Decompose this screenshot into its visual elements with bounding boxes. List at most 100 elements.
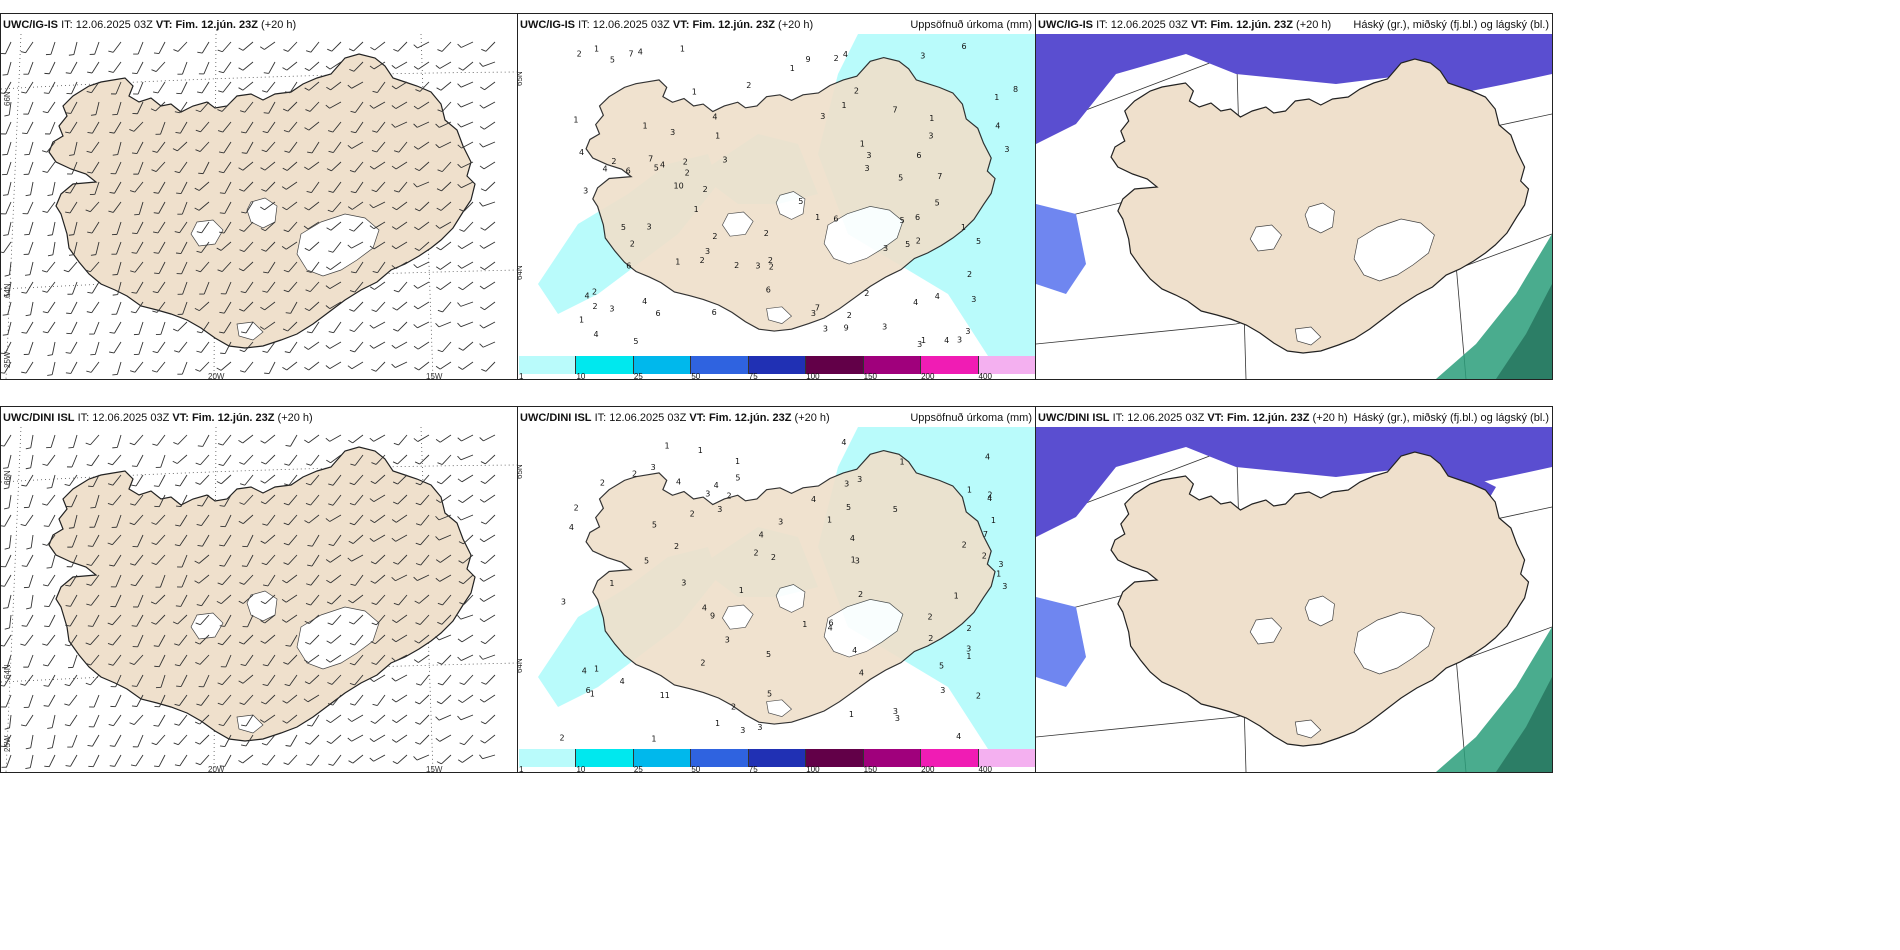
precip-value-label: 3 (940, 686, 945, 695)
precip-value-label: 3 (865, 164, 870, 173)
precip-value-label: 2 (611, 157, 616, 166)
precip-value-label: 7 (815, 303, 820, 312)
precip-value-label: 4 (642, 297, 647, 306)
precip-value-label: 3 (866, 151, 871, 160)
precip-value-label: 1 (609, 579, 614, 588)
precip-value-label: 5 (633, 337, 638, 346)
precip-value-label: 4 (811, 495, 816, 504)
precip-value-label: 3 (725, 635, 730, 644)
precip-value-label: 3 (609, 305, 614, 314)
precip-value-label: 1 (698, 446, 703, 455)
precip-value-label: 3 (811, 309, 816, 318)
precip-value-label: 4 (582, 666, 587, 675)
precip-value-label: 2 (916, 236, 921, 245)
wind-barb-map (1, 34, 517, 379)
panel-title: Uppsöfnuð úrkoma (mm) (910, 412, 1032, 424)
precip-value-label: 3 (966, 645, 971, 654)
precip-value-label: 2 (726, 492, 731, 501)
precip-value-label: 1 (994, 93, 999, 102)
precip-value-label: 2 (928, 634, 933, 643)
colorbar-segment (691, 356, 749, 374)
precip-value-label: 7 (983, 530, 988, 539)
colorbar-label: 25 (633, 765, 643, 773)
precip-value-label: 3 (681, 579, 686, 588)
precip-colorbar (519, 356, 1035, 374)
precip-panel-top: UWC/IG-IS IT: 12.06.2025 03Z VT: Fim. 12… (517, 13, 1036, 380)
precip-value-label: 4 (603, 165, 608, 174)
precip-value-label: 2 (600, 478, 605, 487)
precip-value-label: 1 (790, 64, 795, 73)
precip-value-label: 1 (579, 316, 584, 325)
colorbar-segment (806, 356, 864, 374)
precip-value-label: 4 (638, 47, 643, 56)
precip-value-label: 6 (915, 213, 920, 222)
colorbar-label: 50 (691, 765, 701, 773)
precip-value-label: 3 (722, 155, 727, 164)
glacier-outline (296, 213, 380, 277)
precip-value-label: 9 (710, 612, 715, 621)
colorbar-label: 50 (691, 372, 701, 380)
precip-value-label: 3 (928, 131, 933, 140)
precip-value-label: 3 (757, 723, 762, 732)
glacier-outline (1353, 218, 1435, 282)
colorbar-segment (921, 749, 979, 767)
colorbar-segment (633, 749, 692, 767)
precip-value-label: 5 (898, 173, 903, 182)
iceland-landmass (48, 53, 476, 349)
precip-value-label: 3 (820, 112, 825, 121)
colorbar-segment (748, 749, 807, 767)
precip-value-label: 3 (883, 244, 888, 253)
lat-label-66n: 66N (3, 470, 12, 485)
precip-value-label: 2 (683, 158, 688, 167)
precip-value-label: 4 (584, 292, 589, 301)
precip-value-label: 4 (593, 330, 598, 339)
precip-value-label: 1 (573, 115, 578, 124)
precip-value-label: 1 (921, 336, 926, 345)
colorbar-segment (978, 356, 1035, 374)
precip-value-label: 2 (593, 302, 598, 311)
lat-label-64n: 64N (517, 658, 524, 673)
lat-label-65n: 65N (517, 464, 524, 479)
precip-value-label: 4 (985, 452, 990, 461)
precip-colorbar-labels: 1 10 25 50 75 100 150 200 400 (519, 372, 1035, 380)
colorbar-segment (921, 356, 979, 374)
iceland-landmass (1110, 451, 1530, 747)
precip-value-label: 1 (642, 122, 647, 131)
colorbar-segment (978, 749, 1035, 767)
colorbar-label: 10 (576, 765, 586, 773)
precip-colorbar-labels: 1 10 25 50 75 100 150 200 400 (519, 765, 1035, 773)
precip-value-label: 2 (746, 81, 751, 90)
precip-value-label: 1 (715, 132, 720, 141)
precip-value-label: 5 (905, 240, 910, 249)
lat-label-64n: 64N (3, 664, 12, 679)
precip-value-label: 2 (559, 733, 564, 742)
glacier-outline (1294, 326, 1322, 346)
lat-label-66n: 66N (3, 91, 12, 106)
precip-value-label: 6 (626, 167, 631, 176)
precip-value-label: 4 (987, 494, 992, 503)
panel-header: UWC/DINI ISL IT: 12.06.2025 03Z VT: Fim.… (3, 412, 313, 424)
colorbar-label: 150 (863, 372, 878, 380)
precip-value-label: 4 (995, 121, 1000, 130)
iceland-landmass (48, 446, 476, 742)
precip-value-label: 2 (982, 551, 987, 560)
precip-value-label: 4 (714, 481, 719, 490)
precip-value-label: 5 (846, 503, 851, 512)
lon-label-15w: 15W (426, 765, 443, 773)
precip-value-label: 1 (651, 735, 656, 744)
lon-label-20w: 20W (208, 372, 225, 380)
precip-value-label: 1 (827, 515, 832, 524)
precip-value-label: 9 (805, 55, 810, 64)
precip-value-label: 3 (670, 128, 675, 137)
colorbar-segment (633, 356, 692, 374)
precip-value-label: 2 (854, 86, 859, 95)
precip-value-label: 3 (844, 479, 849, 488)
precip-value-label: 3 (740, 726, 745, 735)
colorbar-label: 1 (519, 372, 524, 380)
precip-value-label: 3 (651, 463, 656, 472)
precip-value-label: 1 (860, 139, 865, 148)
colorbar-segment (576, 749, 634, 767)
iceland-landmass (1110, 58, 1530, 354)
precip-value-label: 3 (823, 324, 828, 333)
